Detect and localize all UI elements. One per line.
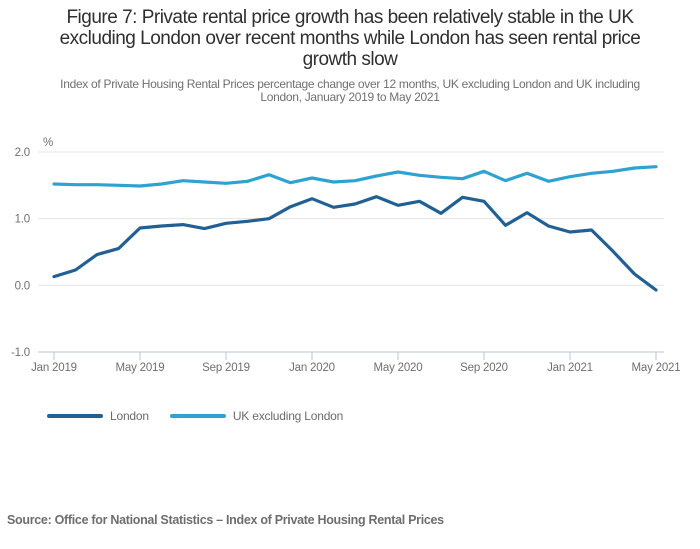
y-axis-tick-label: 0.0 [15, 280, 30, 292]
chart-legend: London UK excluding London [47, 409, 343, 423]
legend-item-uk-excluding-london: UK excluding London [169, 409, 344, 423]
x-axis-tick-label: Jan 2019 [31, 362, 77, 374]
x-axis-tick-label: Jan 2020 [289, 362, 335, 374]
x-axis-tick-label: Jan 2021 [547, 362, 593, 374]
y-axis-tick-label: -1.0 [11, 347, 30, 359]
figure-title-line: excluding London over recent months whil… [59, 28, 641, 49]
x-axis-tick-label: May 2021 [632, 362, 681, 374]
x-axis-tick-label: May 2020 [374, 362, 423, 374]
y-axis-unit-label: % [43, 137, 53, 149]
figure-title-line: growth slow [302, 49, 398, 70]
figure-title: Figure 7: Private rental price growth ha… [0, 7, 700, 70]
figure-title-line: Figure 7: Private rental price growth ha… [66, 7, 634, 28]
y-axis-tick-label: 1.0 [15, 214, 30, 226]
uk-excluding-london-line-swatch [169, 414, 226, 418]
x-axis-tick-label: Sep 2020 [460, 362, 508, 374]
legend-item-london: London [47, 409, 149, 423]
source-note: Source: Office for National Statistics –… [7, 513, 444, 527]
figure-subtitle-line: London, January 2019 to May 2021 [260, 90, 440, 104]
figure-subtitle: Index of Private Housing Rental Prices p… [0, 78, 700, 104]
figure-subtitle-line: Index of Private Housing Rental Prices p… [60, 77, 640, 91]
x-axis-tick-label: May 2019 [116, 362, 165, 374]
y-axis-tick-label: 2.0 [15, 147, 30, 159]
legend-label-uk-excluding-london: UK excluding London [232, 409, 344, 423]
london-line-swatch [47, 414, 103, 418]
series-line-uk-excluding-london [52, 165, 658, 188]
series-line-london [52, 195, 658, 292]
legend-label-london: London [110, 409, 149, 423]
x-axis-tick-label: Sep 2019 [202, 362, 250, 374]
